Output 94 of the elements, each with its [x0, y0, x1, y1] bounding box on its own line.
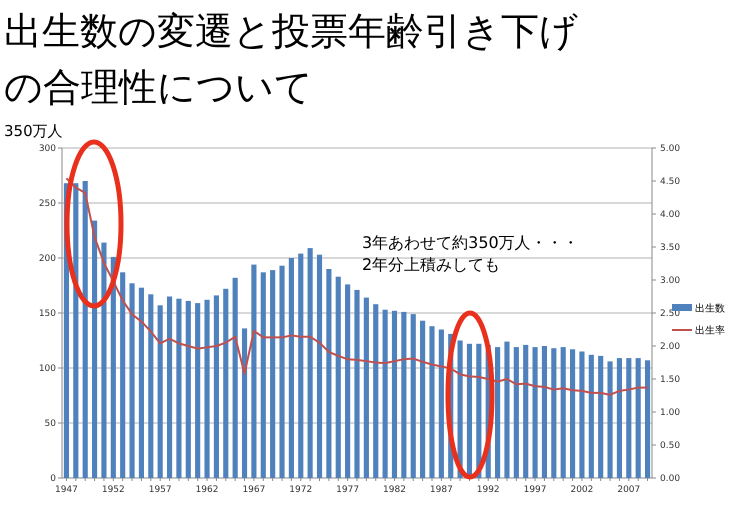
- y-tick-label: 50: [44, 419, 56, 430]
- x-tick-label: 1962: [196, 485, 218, 495]
- bar: [260, 272, 266, 478]
- bar: [101, 242, 107, 478]
- bar: [298, 254, 304, 478]
- y2-tick-label: 4.00: [660, 210, 680, 220]
- bar: [429, 326, 435, 478]
- bar: [166, 296, 172, 478]
- bar: [410, 314, 416, 478]
- bar: [270, 270, 276, 478]
- bar: [373, 304, 378, 478]
- x-tick-label: 1957: [148, 485, 172, 495]
- bar: [251, 264, 256, 478]
- y-tick-label: 200: [38, 254, 56, 264]
- x-tick-label: 1987: [430, 485, 453, 495]
- y2-tick-label: 1.00: [660, 408, 680, 418]
- bar: [92, 220, 98, 478]
- x-tick-label: 1997: [524, 485, 547, 495]
- bar: [364, 298, 369, 478]
- x-tick-label: 1972: [289, 485, 312, 495]
- x-tick-label: 1992: [476, 485, 500, 495]
- y2-tick-label: 4.50: [660, 177, 680, 188]
- x-tick-label: 2007: [617, 485, 640, 495]
- text: 350万人: [4, 122, 63, 140]
- x-tick-label: 1947: [55, 485, 78, 495]
- bar: [382, 310, 388, 478]
- bar: [560, 347, 566, 478]
- bar: [570, 349, 576, 478]
- bar: [495, 347, 500, 478]
- bar: [588, 354, 594, 478]
- bar: [607, 361, 613, 478]
- y2-tick-label: 3.50: [660, 243, 680, 254]
- bar: [354, 290, 360, 478]
- bar: [420, 320, 426, 478]
- y2-tick-label: 0.50: [660, 441, 680, 452]
- bar: [288, 258, 294, 478]
- bar: [204, 300, 210, 478]
- y-tick-label: 250: [38, 199, 56, 210]
- y-tick-label: 100: [38, 364, 56, 374]
- bar: [129, 283, 135, 478]
- bar: [504, 342, 510, 478]
- bar: [308, 248, 313, 478]
- bar: [636, 358, 641, 478]
- annotation: 2年分上積みしても: [362, 255, 500, 274]
- bar: [392, 310, 398, 478]
- bar: [223, 288, 228, 478]
- bar: [73, 183, 78, 478]
- y2-tick-label: 5.00: [660, 144, 680, 154]
- legend-label: 出生数: [695, 302, 725, 314]
- bar: [616, 358, 622, 478]
- annotation: 3年あわせて約350万人・・・: [362, 233, 579, 252]
- bar: [316, 254, 322, 478]
- y2-tick-label: 2.00: [660, 342, 680, 352]
- bar: [336, 276, 341, 478]
- bar: [148, 294, 154, 478]
- x-tick-label: 1967: [242, 485, 266, 495]
- y2-tick-label: 0.00: [660, 474, 680, 484]
- bar: [158, 305, 163, 478]
- x-tick-label: 1982: [383, 485, 406, 495]
- bar: [186, 300, 191, 478]
- bar: [195, 303, 200, 478]
- bar: [644, 360, 650, 478]
- bar: [532, 347, 538, 478]
- line-series: [65, 177, 649, 396]
- chart-title: 出生数の変遷と投票年齢引き下げの合理性について: [4, 9, 578, 109]
- bar: [120, 272, 126, 478]
- x-tick-label: 1952: [102, 485, 125, 495]
- bar: [82, 181, 88, 478]
- bar: [542, 346, 548, 478]
- y-tick-label: 150: [38, 309, 56, 320]
- bar: [598, 356, 604, 478]
- y2-tick-label: 3.00: [660, 276, 680, 286]
- x-tick-label: 2002: [570, 485, 594, 495]
- bar: [551, 348, 556, 478]
- legend-label: 出生率: [695, 324, 725, 336]
- bar: [110, 256, 116, 478]
- bar: [242, 328, 248, 478]
- bar: [232, 278, 238, 478]
- bar: [626, 358, 632, 478]
- bar: [579, 352, 585, 478]
- bar: [514, 347, 519, 478]
- bar: [326, 269, 332, 478]
- bar: [523, 344, 528, 478]
- y2-tick-label: 1.50: [660, 375, 680, 386]
- y-tick-label: 0: [50, 474, 56, 484]
- x-tick-label: 1977: [336, 485, 360, 495]
- bar: [176, 298, 182, 478]
- bar: [214, 295, 219, 478]
- y-tick-label: 300: [38, 144, 56, 154]
- bar: [138, 288, 144, 478]
- bar: [345, 284, 350, 478]
- bar: [279, 266, 285, 478]
- bar: [438, 330, 444, 478]
- bar: [401, 312, 406, 478]
